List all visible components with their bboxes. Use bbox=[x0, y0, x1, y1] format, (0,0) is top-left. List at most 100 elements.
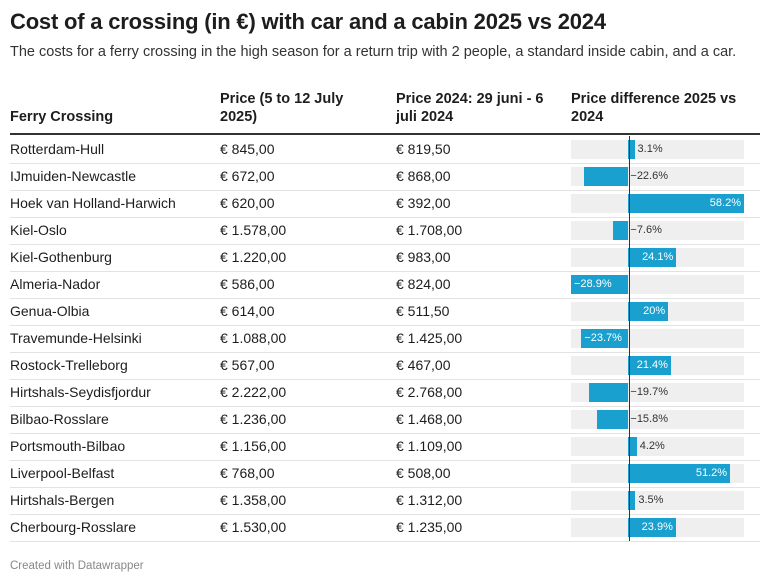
header-price-diff: Price difference 2025 vs 2024 bbox=[571, 91, 737, 125]
price-2025: € 620,00 bbox=[220, 195, 275, 211]
table-row: Rostock-Trelleborg € 567,00 € 467,00 21.4% bbox=[10, 352, 760, 380]
diff-bar bbox=[589, 383, 629, 402]
diff-bar bbox=[583, 167, 629, 186]
diff-bar bbox=[628, 464, 731, 483]
table-row: Portsmouth-Bilbao € 1.156,00 € 1.109,00 4.2… bbox=[10, 433, 760, 461]
crossing-name: Hirtshals-Bergen bbox=[10, 492, 115, 508]
table-row: Hirtshals-Bergen € 1.358,00 € 1.312,00 3.5% bbox=[10, 487, 760, 515]
price-2024: € 1.109,00 bbox=[396, 438, 463, 454]
price-2025: € 672,00 bbox=[220, 168, 275, 184]
diff-bar bbox=[628, 518, 676, 537]
crossing-name: Liverpool-Belfast bbox=[10, 465, 115, 481]
table-row: Almeria-Nador € 586,00 € 824,00 −28.9% bbox=[10, 271, 760, 299]
diff-label: −7.6% bbox=[630, 224, 662, 236]
price-2025: € 1.220,00 bbox=[220, 249, 287, 265]
crossing-name: Rostock-Trelleborg bbox=[10, 357, 128, 373]
diff-label: −23.7% bbox=[584, 332, 622, 344]
price-2024: € 467,00 bbox=[396, 357, 451, 373]
price-2024: € 868,00 bbox=[396, 168, 451, 184]
price-2024: € 1.708,00 bbox=[396, 222, 463, 238]
table-row: Travemunde-Helsinki € 1.088,00 € 1.425,00 −… bbox=[10, 325, 760, 353]
table-row: Cherbourg-Rosslare € 1.530,00 € 1.235,00 23… bbox=[10, 514, 760, 542]
price-2024: € 824,00 bbox=[396, 276, 451, 292]
price-2024: € 983,00 bbox=[396, 249, 451, 265]
price-2025: € 1.088,00 bbox=[220, 330, 287, 346]
table-row: Hoek van Holland-Harwich € 620,00 € 392,00… bbox=[10, 190, 760, 218]
diff-bar bbox=[628, 194, 744, 213]
price-2025: € 586,00 bbox=[220, 276, 275, 292]
price-2024: € 1.468,00 bbox=[396, 411, 463, 427]
price-2025: € 1.358,00 bbox=[220, 492, 287, 508]
price-2024: € 1.312,00 bbox=[396, 492, 463, 508]
chart-title: Cost of a crossing (in €) with car and a… bbox=[10, 9, 606, 34]
diff-label: −22.6% bbox=[630, 170, 669, 182]
table-row: Rotterdam-Hull € 845,00 € 819,50 3.1% bbox=[10, 136, 760, 164]
price-2024: € 392,00 bbox=[396, 195, 451, 211]
price-2025: € 1.578,00 bbox=[220, 222, 287, 238]
diff-label: 3.1% bbox=[637, 143, 663, 155]
price-2025: € 1.156,00 bbox=[220, 438, 287, 454]
bar-background bbox=[571, 140, 744, 159]
diff-label: 20% bbox=[643, 305, 666, 317]
header-divider bbox=[10, 133, 760, 135]
zero-axis-line bbox=[629, 136, 630, 541]
price-2025: € 614,00 bbox=[220, 303, 275, 319]
price-2025: € 2.222,00 bbox=[220, 384, 287, 400]
crossing-name: Travemunde-Helsinki bbox=[10, 330, 142, 346]
header-price-2024: Price 2024: 29 juni - 6 juli 2024 bbox=[396, 91, 544, 125]
crossing-name: Cherbourg-Rosslare bbox=[10, 519, 137, 535]
bar-background bbox=[571, 437, 744, 456]
diff-bar bbox=[628, 140, 635, 159]
crossing-name: Hoek van Holland-Harwich bbox=[10, 195, 176, 211]
diff-bar bbox=[628, 248, 677, 267]
price-2024: € 1.425,00 bbox=[396, 330, 463, 346]
crossing-name: Kiel-Gothenburg bbox=[10, 249, 112, 265]
table-row: Kiel-Oslo € 1.578,00 € 1.708,00 −7.6% bbox=[10, 217, 760, 245]
table-row: Bilbao-Rosslare € 1.236,00 € 1.468,00 −15.8… bbox=[10, 406, 760, 434]
price-2025: € 845,00 bbox=[220, 141, 275, 157]
diff-bar bbox=[628, 356, 671, 375]
diff-label: 58.2% bbox=[709, 197, 741, 209]
footer-credit: Created with Datawrapper bbox=[10, 560, 144, 572]
price-2024: € 1.235,00 bbox=[396, 519, 463, 535]
crossing-name: Kiel-Oslo bbox=[10, 222, 67, 238]
diff-label: 51.2% bbox=[695, 467, 728, 479]
price-2025: € 768,00 bbox=[220, 465, 275, 481]
diff-label: 24.1% bbox=[642, 251, 674, 263]
price-2024: € 819,50 bbox=[396, 141, 451, 157]
diff-label: 3.5% bbox=[638, 494, 664, 506]
diff-bar bbox=[628, 302, 669, 321]
diff-bar bbox=[571, 275, 629, 294]
crossing-name: Almeria-Nador bbox=[10, 276, 101, 292]
price-2024: € 511,50 bbox=[396, 303, 450, 319]
crossing-name: Bilbao-Rosslare bbox=[10, 411, 109, 427]
table-row: Kiel-Gothenburg € 1.220,00 € 983,00 24.1% bbox=[10, 244, 760, 272]
diff-bar bbox=[628, 437, 637, 456]
diff-bar bbox=[613, 221, 629, 240]
diff-bar bbox=[581, 329, 629, 348]
diff-label: −28.9% bbox=[574, 278, 612, 290]
header-crossing: Ferry Crossing bbox=[10, 109, 114, 125]
price-2025: € 567,00 bbox=[220, 357, 275, 373]
price-2025: € 1.236,00 bbox=[220, 411, 287, 427]
table-row: IJmuiden-Newcastle € 672,00 € 868,00 −22.6% bbox=[10, 163, 760, 191]
price-2025: € 1.530,00 bbox=[220, 519, 287, 535]
table-row: Genua-Olbia € 614,00 € 511,50 20% bbox=[10, 298, 760, 326]
crossing-name: Portsmouth-Bilbao bbox=[10, 438, 126, 454]
price-2024: € 508,00 bbox=[396, 465, 451, 481]
crossing-name: Genua-Olbia bbox=[10, 303, 90, 319]
diff-label: 21.4% bbox=[636, 359, 668, 371]
diff-label: −19.7% bbox=[630, 386, 669, 398]
crossing-name: IJmuiden-Newcastle bbox=[10, 168, 137, 184]
crossing-name: Hirtshals-Seydisfjordur bbox=[10, 384, 151, 400]
diff-label: 23.9% bbox=[641, 521, 673, 533]
table-row: Hirtshals-Seydisfjordur € 2.222,00 € 2.768… bbox=[10, 379, 760, 407]
bar-background bbox=[571, 491, 744, 510]
diff-bar bbox=[628, 491, 636, 510]
table-row: Liverpool-Belfast € 768,00 € 508,00 51.2% bbox=[10, 460, 760, 488]
price-2024: € 2.768,00 bbox=[396, 384, 463, 400]
diff-label: 4.2% bbox=[639, 440, 665, 452]
diff-label: −15.8% bbox=[630, 413, 669, 425]
chart-subtitle: The costs for a ferry crossing in the hi… bbox=[10, 44, 737, 60]
header-price-2025: Price (5 to 12 July 2025) bbox=[220, 91, 344, 125]
